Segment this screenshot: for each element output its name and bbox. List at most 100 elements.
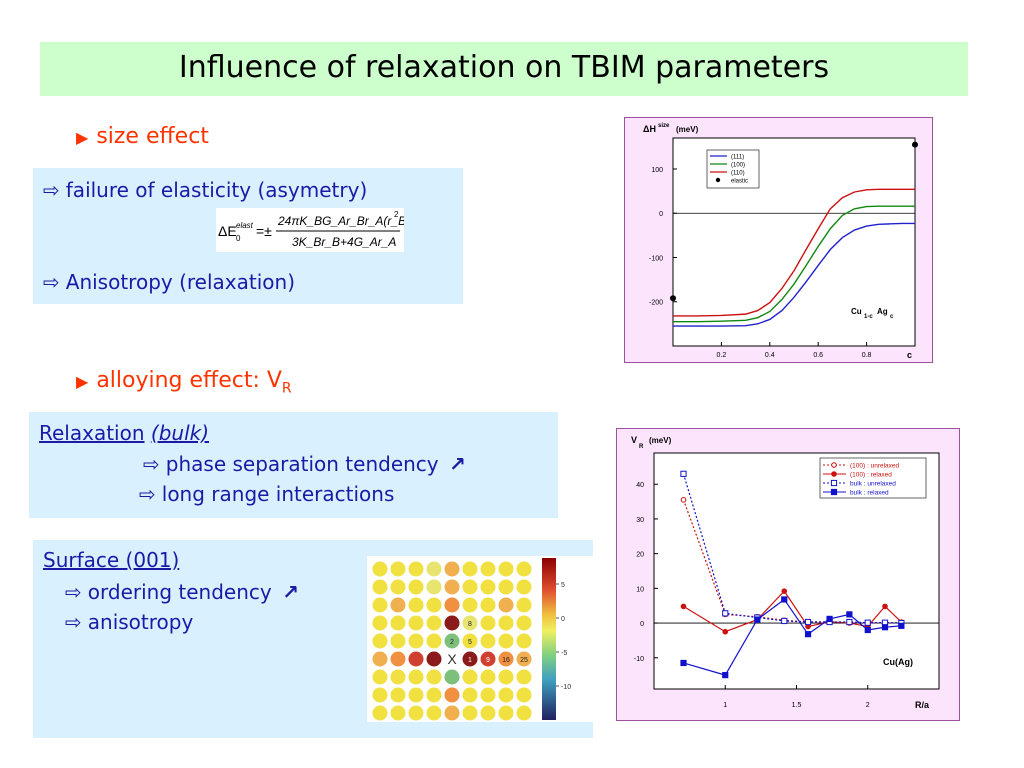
chart1-xtick-label: 0.4 [765,352,775,359]
elasticity-formula: ΔE elast 0 =± 24πK_BG_Ar_Br_A(r_B−r_A) 2… [216,208,436,252]
chart2-svg: 40 30 20 10 0 -10 1 1.5 2 VR (meV) R/a Cu(Ag) (100) :… [631,435,940,710]
heatmap-cell [390,579,406,595]
formula-lhs-sub: 0 [236,234,241,243]
chart2-legend-label: bulk : unrelaxed [850,481,896,488]
chart1-elastic-point [912,141,918,148]
chart2-legend-label: bulk : relaxed [850,490,889,497]
heatmap-cell [498,615,514,631]
chart1-title: ΔH [643,124,656,134]
heatmap-center-label: X [447,651,457,667]
heatmap-cell [426,597,442,613]
hollow-arrow-icon: ⇨ [143,452,160,476]
heatmap-cell [408,669,424,685]
heatmap-cell-label: 2 [450,639,454,646]
anisotropy-surface-line: ⇨ anisotropy [65,610,193,634]
chart2-data-point [722,628,729,635]
heatmap-cell [426,561,442,577]
relaxation-heading: Relaxation (bulk) [39,421,209,445]
chart2-ytick-label: 20 [636,552,644,559]
heatmap-colorbar-label: -5 [561,650,567,657]
heatmap-cell [516,561,532,577]
arrow-up-right-icon: ↗ [449,452,466,476]
heatmap-cell [444,633,460,649]
heatmap-cell [462,687,478,703]
heatmap-cell [516,705,532,721]
relaxation-heading-text: Relaxation [39,421,145,445]
surface-heatmap: X 8 2 5 1 9 16 25 5 0 -5 -10 [367,556,601,722]
elasticity-line: ⇨ failure of elasticity (asymetry) [43,178,367,202]
heatmap-cell [480,651,496,667]
heatmap-cell [390,597,406,613]
hollow-arrow-icon: ⇨ [139,482,156,506]
chart1-series-line [673,205,915,323]
heatmap-cell-label: 1 [468,657,472,664]
anisotropy-text: Anisotropy (relaxation) [65,270,295,294]
title-bar: Influence of relaxation on TBIM paramete… [40,42,968,96]
heatmap-cell [426,669,442,685]
chart2-data-point [754,616,761,623]
heatmap-cell [408,705,424,721]
arrow-up-right-icon: ↗ [282,580,299,604]
chart2-xtick-label: 2 [866,702,870,709]
alloying-effect-bullet: ▶ alloying effect: VR [76,368,292,396]
hollow-arrow-icon: ⇨ [65,580,82,604]
chart2-data-point [680,497,687,503]
triangle-bullet-icon: ▶ [76,128,89,147]
heatmap-cell [480,597,496,613]
chart1-annotation: Cu [851,307,862,316]
chart1-ytick-label: 100 [651,167,663,174]
heatmap-cell [480,561,496,577]
chart2-legend-label: (100) : unrelaxed [850,463,900,470]
heatmap-cell [498,579,514,595]
anisotropy-surface-text: anisotropy [87,610,194,634]
chart2-data-point [881,624,889,631]
heatmap-cell [390,687,406,703]
heatmap-cell [426,705,442,721]
formula-denominator: 3K_Br_B+4G_Ar_A [292,235,396,249]
heatmap-cell [480,705,496,721]
heatmap-cell [426,651,442,667]
heatmap-colorbar-label: -10 [561,684,571,691]
formula-numerator: 24πK_BG_Ar_Br_A(r_B−r_A) [277,214,404,228]
heatmap-cell [480,687,496,703]
heatmap-cell [390,669,406,685]
heatmap-cell [408,615,424,631]
heatmap-cell [372,687,388,703]
heatmap-cell [516,633,532,649]
chart2-data-point [722,610,729,617]
heatmap-cell [516,687,532,703]
chart1-legend-swatch [715,177,721,183]
chart1-legend-label: elastic [731,179,748,185]
size-enthalpy-chart: 100 0 -100 -200 0.2 0.4 0.6 0.8 ΔH size (meV) c (111… [624,117,933,363]
heatmap-cell-label: 5 [468,639,472,646]
chart2-ytick-label: 40 [636,482,644,489]
chart2-data-point [781,588,788,594]
chart2-xlabel: R/a [915,700,930,710]
heatmap-cell [498,633,514,649]
chart2-legend-label: (100) : relaxed [850,472,892,479]
heatmap-cell [444,561,460,577]
heatmap-colorbar-label: 5 [561,582,565,589]
triangle-bullet-icon: ▶ [76,372,89,391]
heatmap-cell [480,669,496,685]
heatmap-cell [462,651,478,667]
hollow-arrow-icon: ⇨ [65,610,82,634]
heatmap-cell [516,597,532,613]
chart2-legend-marker [830,488,838,496]
chart2-ytick-label: -10 [634,656,644,663]
heatmap-cell [462,705,478,721]
chart2-data-point [846,618,853,626]
chart1-title-sup: size [658,123,670,129]
heatmap-cell-label: 9 [486,657,490,664]
heatmap-cell [498,651,514,667]
heatmap-cell [444,687,460,703]
long-range-line: ⇨ long range interactions [139,482,394,506]
heatmap-cell [462,579,478,595]
heatmap-cell [372,561,388,577]
heatmap-cell [498,687,514,703]
heatmap-cell [516,651,532,667]
chart2-title-sub: R [639,444,644,450]
heatmap-cell [372,579,388,595]
heatmap-cell [390,633,406,649]
chart1-elastic-point [670,295,676,302]
